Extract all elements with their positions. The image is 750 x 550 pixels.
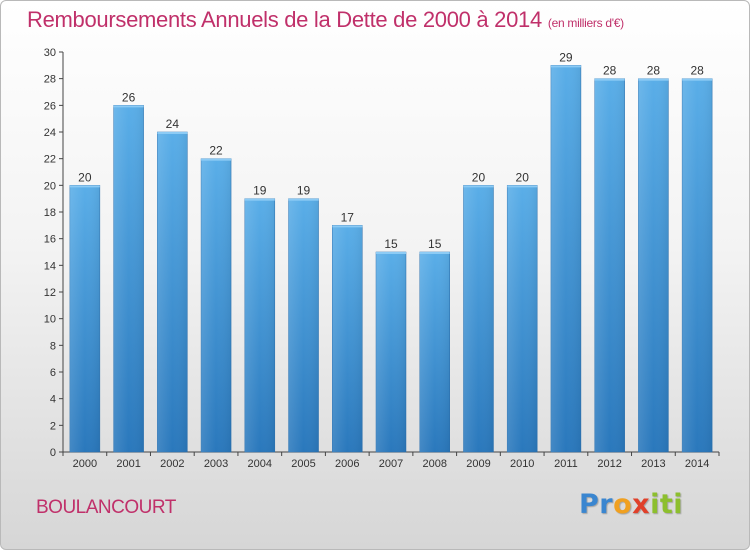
y-tick-label: 4 — [50, 394, 56, 406]
bar-value-label: 15 — [384, 237, 398, 251]
y-tick-label: 28 — [44, 74, 56, 86]
bar-value-label: 20 — [78, 170, 92, 184]
y-tick-label: 12 — [44, 287, 56, 299]
bar-top-highlight — [463, 185, 494, 188]
bar-top-highlight — [201, 158, 232, 161]
y-tick-label: 2 — [50, 420, 56, 432]
bar-shade — [157, 132, 188, 452]
x-tick-label: 2014 — [685, 458, 709, 470]
x-tick-label: 2004 — [248, 458, 272, 470]
x-tick-label: 2013 — [641, 458, 665, 470]
bar-shade — [550, 65, 581, 452]
y-tick-label: 14 — [44, 260, 56, 272]
bar-value-label: 22 — [209, 144, 223, 158]
bar-shade — [332, 225, 363, 452]
bar-shade — [638, 78, 669, 453]
x-axis: 2000 2001 2002 2003 2004 2005 2006 2007 2008 2009… — [62, 451, 720, 470]
value-labels: 20 26 24 22 19 19 17 15 15 20 20 29 28 28 28 — [78, 50, 704, 251]
bar-top-highlight — [638, 78, 669, 81]
bar-value-label: 17 — [341, 210, 355, 224]
y-tick-label: 8 — [50, 340, 56, 352]
bar-top-highlight — [113, 105, 144, 108]
bar-shade — [376, 252, 406, 452]
x-tick-label: 2008 — [422, 458, 446, 470]
x-tick-label: 2002 — [160, 458, 184, 470]
bar-top-highlight — [550, 65, 581, 68]
bar-shade — [113, 105, 144, 452]
x-tick-label: 2006 — [335, 458, 359, 470]
bars — [69, 65, 713, 453]
bar-value-label: 20 — [516, 170, 530, 184]
bar-value-label: 19 — [253, 184, 267, 198]
bar-shade — [201, 158, 232, 452]
x-tick-label: 2012 — [597, 458, 621, 470]
x-tick-label: 2009 — [466, 458, 490, 470]
bar-top-highlight — [507, 185, 538, 188]
y-tick-label: 30 — [44, 47, 56, 59]
y-tick-label: 6 — [50, 367, 56, 379]
bar-value-label: 15 — [428, 237, 442, 251]
bar-top-highlight — [157, 132, 188, 134]
x-tick-label: 2005 — [291, 458, 315, 470]
unit-label: (en milliers d'€) — [547, 16, 624, 30]
y-tick-label: 10 — [44, 314, 56, 326]
bar-value-label: 28 — [647, 64, 661, 78]
bar-value-label: 24 — [166, 117, 180, 131]
y-tick-label: 20 — [44, 180, 56, 192]
x-tick-label: 2007 — [379, 458, 403, 470]
bar-shade — [682, 78, 713, 453]
bar-top-highlight — [332, 225, 363, 228]
bar-shade — [419, 252, 450, 452]
x-tick-label: 2001 — [116, 458, 140, 470]
bar-top-highlight — [69, 185, 100, 188]
chart-title-text: Remboursements Annuels de la Dette de 20… — [27, 7, 542, 32]
bar-value-label: 26 — [122, 90, 136, 104]
proxiti-logo: Proxiti — [579, 489, 684, 520]
x-tick-label: 2003 — [204, 458, 228, 470]
bar-top-highlight — [682, 78, 713, 81]
y-tick-label: 16 — [44, 234, 56, 246]
bar-top-highlight — [594, 78, 625, 81]
bar-shade — [594, 78, 625, 453]
bar-value-label: 20 — [472, 170, 486, 184]
bar-value-label: 19 — [297, 184, 311, 198]
commune-name: BOULANCOURT — [36, 497, 176, 518]
x-tick-label: 2000 — [73, 458, 97, 470]
y-tick-label: 22 — [44, 154, 56, 166]
x-tick-label: 2010 — [510, 458, 534, 470]
chart-title: Remboursements Annuels de la Dette de 20… — [27, 7, 624, 33]
bar-top-highlight — [376, 252, 406, 254]
y-tick-label: 24 — [44, 127, 56, 139]
y-tick-label: 0 — [50, 447, 56, 459]
bar-shade — [463, 185, 494, 453]
bar-value-label: 28 — [690, 64, 704, 78]
bar-shade — [507, 185, 538, 453]
bar-value-label: 29 — [559, 50, 573, 64]
bar-shade — [288, 198, 319, 452]
y-tick-label: 26 — [44, 100, 56, 112]
x-tick-label: 2011 — [554, 458, 578, 470]
y-tick-label: 18 — [44, 207, 56, 219]
bar-top-highlight — [244, 198, 275, 201]
bar-top-highlight — [288, 198, 319, 201]
bar-shade — [69, 185, 100, 453]
bar-value-label: 28 — [603, 64, 617, 78]
bar-shade — [244, 198, 275, 452]
bar-top-highlight — [419, 252, 450, 254]
